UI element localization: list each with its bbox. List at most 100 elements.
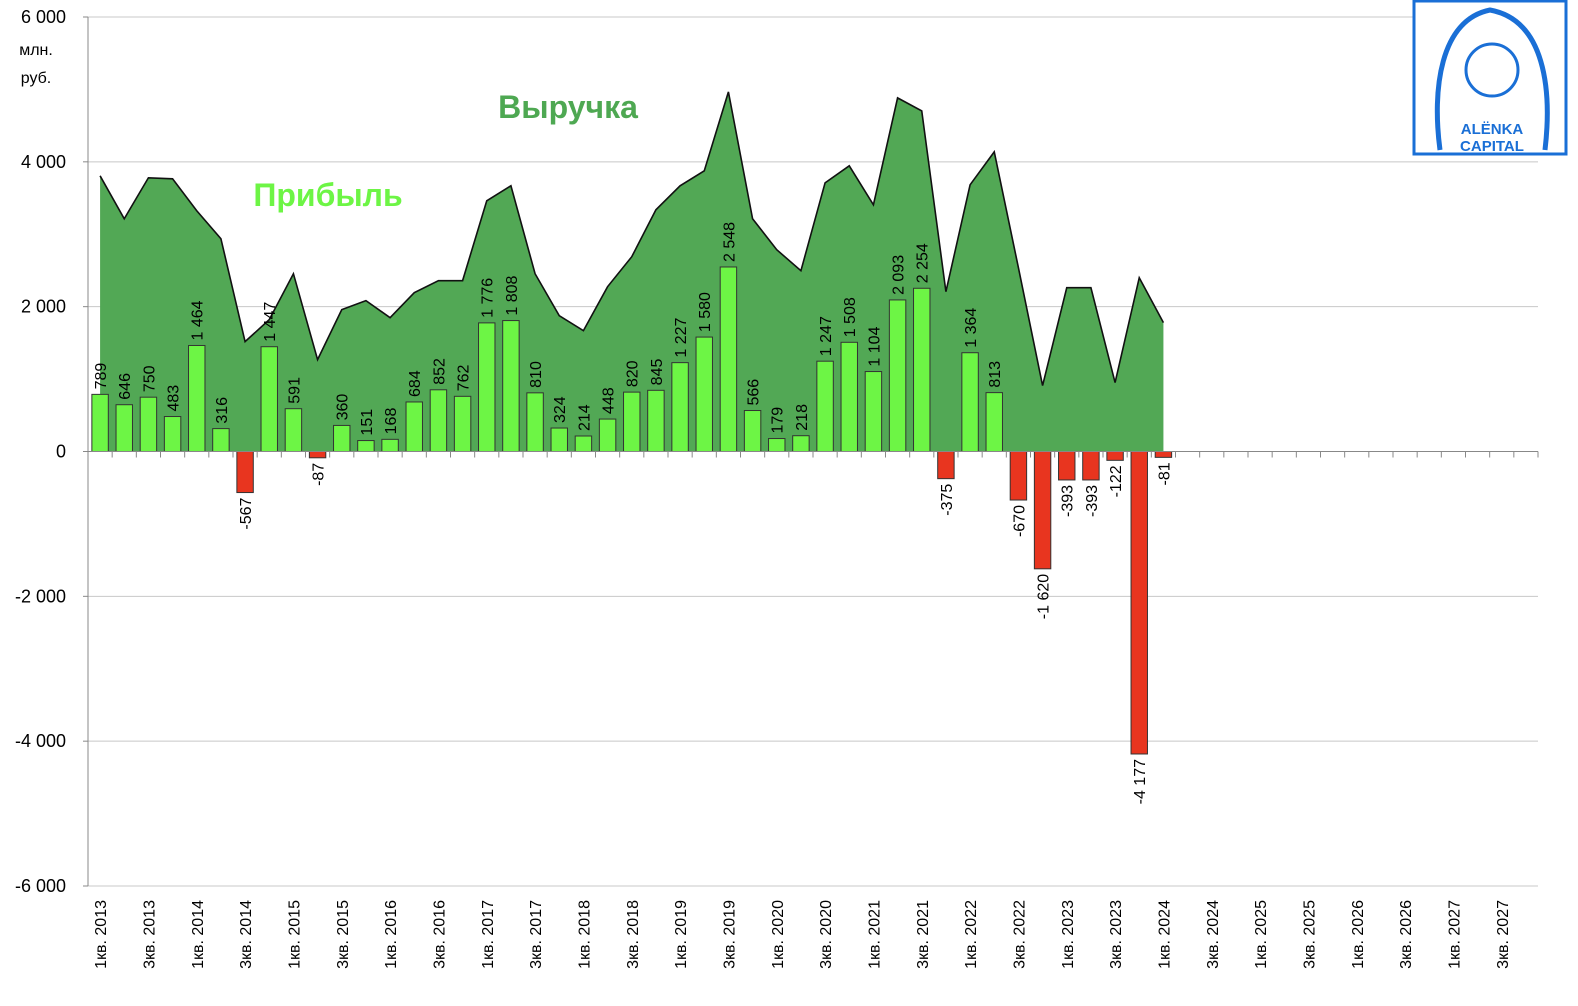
- y-tick-label: 4 000: [21, 152, 66, 172]
- y-tick-label: 6 000: [21, 7, 66, 27]
- profit-bar: [1154, 451, 1173, 458]
- profit-bar: [1082, 451, 1100, 481]
- x-tick-label: 1кв. 2017: [480, 900, 497, 969]
- data-label: 762: [456, 365, 473, 392]
- data-label: 813: [987, 361, 1004, 388]
- data-label: -122: [1108, 465, 1125, 497]
- x-tick-label: 3кв. 2015: [335, 900, 352, 969]
- x-tick-label: 1кв. 2025: [1253, 900, 1270, 969]
- profit-bar: [260, 346, 278, 452]
- profit-bar: [695, 336, 713, 452]
- x-tick-label: 1кв. 2019: [673, 900, 690, 969]
- data-label: 789: [93, 363, 110, 390]
- data-label: 168: [383, 408, 400, 435]
- x-tick-label: 3кв. 2017: [528, 900, 545, 969]
- data-label: -81: [1156, 462, 1173, 485]
- y-tick-label: -6 000: [15, 876, 66, 896]
- x-tick-label: 1кв. 2027: [1446, 900, 1463, 969]
- x-tick-label: 1кв. 2014: [190, 900, 207, 969]
- x-tick-label: 3кв. 2013: [141, 900, 158, 969]
- data-label: 845: [649, 359, 666, 386]
- profit-bar: [526, 392, 544, 452]
- data-label: 1 447: [262, 302, 279, 342]
- data-label: 360: [335, 394, 352, 421]
- profit-bar: [1106, 451, 1124, 461]
- data-label: 2 093: [891, 255, 908, 295]
- profit-bar: [333, 424, 351, 452]
- data-label: -393: [1084, 485, 1101, 517]
- profit-bar: [91, 393, 109, 452]
- x-tick-label: 1кв. 2022: [963, 900, 980, 969]
- profit-bar: [719, 266, 738, 452]
- x-tick-label: 1кв. 2020: [770, 900, 787, 969]
- data-label: 1 364: [963, 308, 980, 348]
- data-label: -375: [939, 484, 956, 516]
- logo-face: [1464, 42, 1520, 98]
- x-tick-label: 1кв. 2015: [286, 900, 303, 969]
- x-tick-label: 1кв. 2018: [576, 900, 593, 969]
- x-tick-label: 3кв. 2020: [818, 900, 835, 969]
- profit-bar: [284, 408, 303, 452]
- data-label: 2 254: [915, 243, 932, 283]
- y-tick-label: -4 000: [15, 731, 66, 751]
- logo-text: CAPITAL: [1460, 138, 1524, 155]
- profit-bar: [550, 427, 568, 452]
- profit-bar: [478, 322, 496, 452]
- profit-bar: [671, 362, 689, 452]
- x-tick-label: 3кв. 2025: [1301, 900, 1318, 969]
- data-label: 810: [528, 361, 545, 388]
- x-tick-label: 3кв. 2019: [721, 900, 738, 969]
- profit-bar: [816, 360, 834, 452]
- y-tick-label: -2 000: [15, 586, 66, 606]
- profit-bar: [1130, 451, 1148, 755]
- profit-bar: [308, 451, 327, 459]
- data-label: 1 247: [818, 316, 835, 356]
- revenue-line: [99, 91, 1165, 386]
- data-label: 684: [407, 370, 424, 397]
- profit-bar: [913, 287, 931, 452]
- profit-bar: [1058, 451, 1076, 481]
- profit-bar: [453, 395, 472, 453]
- profit-bar: [840, 341, 858, 452]
- x-tick-label: 3кв. 2023: [1108, 900, 1125, 969]
- revenue-annotation: Выручка: [498, 89, 638, 125]
- data-label: 852: [431, 358, 448, 385]
- profit-bar: [405, 401, 423, 453]
- profit-bar: [888, 299, 907, 452]
- data-label: -4 177: [1132, 759, 1149, 804]
- x-tick-label: 1кв. 2024: [1156, 900, 1173, 969]
- data-label: 1 776: [480, 278, 497, 318]
- profit-bar: [429, 389, 448, 452]
- logo-doll: [1434, 7, 1550, 151]
- x-tick-label: 3кв. 2016: [431, 900, 448, 969]
- data-label: 820: [625, 360, 642, 387]
- x-tick-label: 1кв. 2021: [866, 900, 883, 969]
- data-label: 316: [214, 397, 231, 424]
- data-label: -393: [1060, 485, 1077, 517]
- data-label: 1 227: [673, 318, 690, 358]
- profit-bar: [236, 451, 254, 494]
- data-label: -1 620: [1036, 574, 1053, 619]
- profit-bar: [1033, 451, 1052, 570]
- x-tick-label: 3кв. 2021: [915, 900, 932, 969]
- profit-bar: [768, 438, 786, 452]
- data-label: 483: [166, 385, 183, 412]
- profit-bar: [115, 404, 133, 453]
- x-tick-label: 3кв. 2018: [625, 900, 642, 969]
- data-label: 214: [576, 404, 593, 431]
- profit-bar: [139, 396, 158, 452]
- profit-annotation: Прибыль: [253, 177, 402, 213]
- data-label: -567: [238, 497, 255, 529]
- profit-bar: [574, 435, 593, 453]
- data-label: 750: [141, 365, 158, 392]
- data-label: 646: [117, 373, 134, 400]
- profit-bar: [381, 438, 399, 453]
- x-tick-label: 1кв. 2016: [383, 900, 400, 969]
- data-label: 1 508: [842, 297, 859, 337]
- profit-bar: [188, 344, 206, 452]
- data-label: 1 464: [190, 300, 207, 340]
- data-label: 1 808: [504, 275, 521, 315]
- y-tick-label: 2 000: [21, 297, 66, 317]
- profit-bar: [502, 320, 520, 453]
